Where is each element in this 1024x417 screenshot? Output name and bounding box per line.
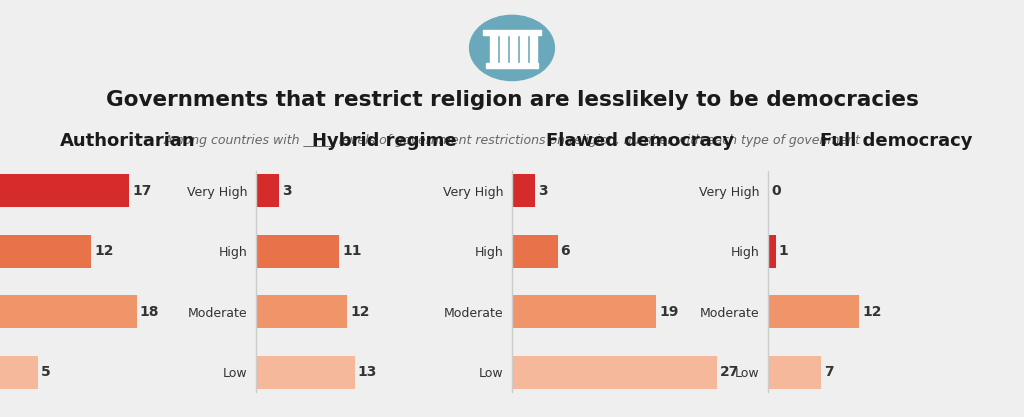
Bar — [489, 35, 497, 64]
Text: 5: 5 — [41, 365, 51, 379]
Text: 6: 6 — [560, 244, 570, 258]
Text: 12: 12 — [94, 244, 114, 258]
Bar — [510, 35, 517, 64]
Text: Governments that restrict religion are lesslikely to be democracies: Governments that restrict religion are l… — [105, 90, 919, 110]
Bar — [768, 295, 859, 329]
Title: Hybrid regime: Hybrid regime — [311, 132, 457, 150]
Text: 1: 1 — [778, 244, 788, 258]
Text: 3: 3 — [282, 183, 292, 198]
Text: 3: 3 — [538, 183, 548, 198]
Text: 19: 19 — [659, 305, 679, 319]
Text: 27: 27 — [720, 365, 739, 379]
Bar — [512, 234, 557, 268]
Bar — [500, 35, 507, 64]
Text: 13: 13 — [357, 365, 377, 379]
Bar — [530, 35, 538, 64]
Bar — [512, 295, 656, 329]
Text: 18: 18 — [139, 305, 159, 319]
Text: 11: 11 — [342, 244, 361, 258]
Bar — [0, 295, 136, 329]
Bar — [512, 174, 535, 207]
Text: 7: 7 — [824, 365, 834, 379]
Bar — [482, 30, 542, 35]
Title: Full democracy: Full democracy — [820, 132, 972, 150]
Bar — [768, 356, 821, 389]
Text: 12: 12 — [350, 305, 370, 319]
Bar — [768, 234, 775, 268]
Title: Authoritarian: Authoritarian — [60, 132, 196, 150]
Text: Among countries with _____ levels of government restrictions on religion, number: Among countries with _____ levels of gov… — [164, 134, 860, 147]
Title: Flawed democracy: Flawed democracy — [546, 132, 734, 150]
Bar — [0, 356, 38, 389]
Bar — [256, 174, 279, 207]
Text: 0: 0 — [771, 183, 780, 198]
Text: 12: 12 — [862, 305, 882, 319]
Bar — [520, 35, 527, 64]
Bar — [256, 295, 347, 329]
Text: 17: 17 — [132, 183, 152, 198]
Bar — [256, 356, 354, 389]
Bar — [512, 356, 717, 389]
Bar — [486, 63, 538, 68]
Bar — [256, 234, 339, 268]
Bar — [0, 234, 91, 268]
Circle shape — [470, 15, 554, 80]
Bar — [0, 174, 129, 207]
